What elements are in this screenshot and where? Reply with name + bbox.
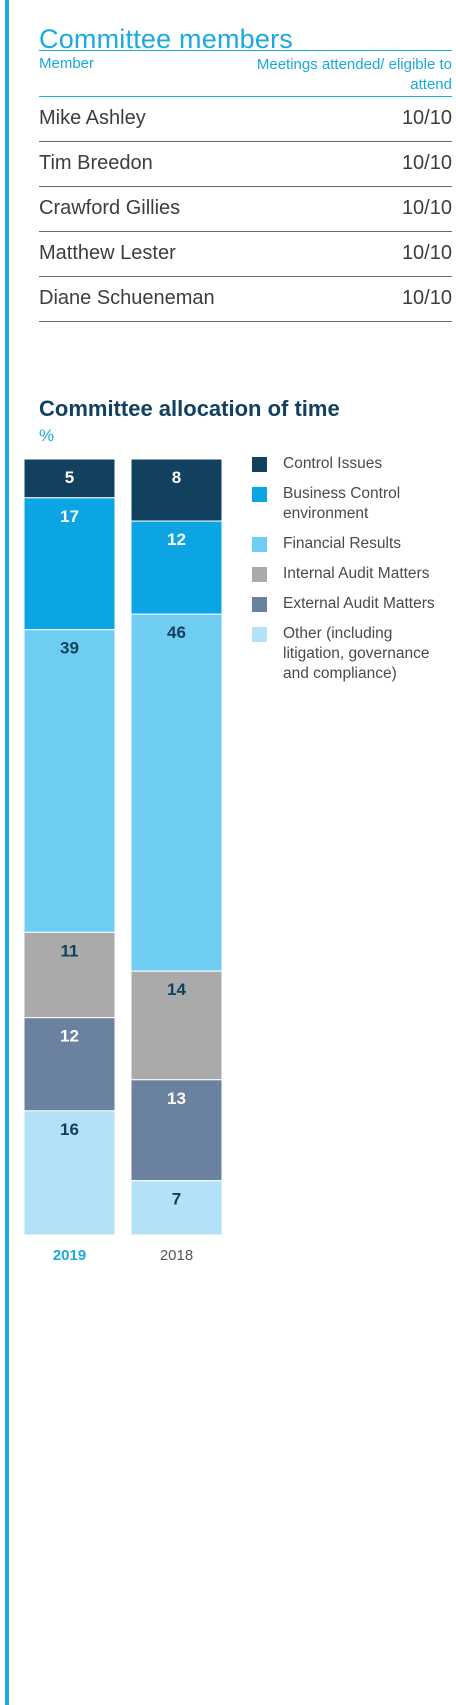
legend-item-external-audit-matters: External Audit Matters [252, 594, 452, 614]
legend-item-control-issues: Control Issues [252, 454, 452, 474]
bar-segment-2018-internal-audit-matters [130, 970, 223, 1081]
legend-item-internal-audit-matters: Internal Audit Matters [252, 564, 452, 584]
data-label-2019-control-issues: 5 [65, 468, 74, 487]
legend-swatch [252, 457, 267, 472]
data-label-2018-business-control-environment: 12 [167, 530, 186, 549]
bar-segment-2019-external-audit-matters [23, 1017, 116, 1112]
bar-segment-2018-business-control-environment [130, 520, 223, 615]
chart-unit-label: % [39, 426, 55, 445]
legend-swatch [252, 597, 267, 612]
legend-label: Business Control environment [283, 485, 401, 522]
bar-segment-2018-control-issues [130, 458, 223, 522]
table-row: Diane Schueneman 10/10 [39, 277, 452, 322]
members-table: Member Meetings attended/ eligible to at… [39, 50, 452, 322]
legend-item-financial-results: Financial Results [252, 534, 452, 554]
legend-label: Internal Audit Matters [283, 565, 430, 582]
member-name: Mike Ashley [39, 107, 146, 129]
bar-segment-2019-control-issues [23, 458, 116, 499]
member-name: Diane Schueneman [39, 287, 215, 309]
legend-label: Financial Results [283, 535, 402, 552]
meetings-value: 10/10 [401, 287, 452, 309]
table-row: Matthew Lester 10/10 [39, 232, 452, 277]
bar-segment-2018-financial-results [130, 613, 223, 972]
data-label-2019-internal-audit-matters: 11 [61, 941, 79, 960]
member-name: Crawford Gillies [39, 197, 181, 219]
data-label-2019-other-including-litigation-governance-and-compliance: 16 [60, 1120, 79, 1139]
data-label-2018-control-issues: 8 [172, 468, 181, 487]
data-label-2018-internal-audit-matters: 14 [167, 980, 186, 999]
data-label-2018-financial-results: 46 [167, 623, 186, 642]
bar-segment-2018-external-audit-matters [130, 1079, 223, 1182]
meetings-value: 10/10 [401, 197, 452, 219]
table-row: Mike Ashley 10/10 [39, 97, 452, 142]
bar-segment-2019-financial-results [23, 629, 116, 933]
member-name: Tim Breedon [39, 152, 153, 174]
table-row: Tim Breedon 10/10 [39, 142, 452, 187]
legend-swatch [252, 487, 267, 502]
left-accent-rule [5, 0, 9, 1705]
chart-legend: Control Issues Business Control environme… [252, 454, 452, 694]
bar-segment-2019-other-including-litigation-governance-and-compliance [23, 1110, 116, 1236]
legend-label: Other (including litigation, governance … [283, 625, 430, 682]
x-tick-label-2018: 2018 [160, 1247, 193, 1264]
meetings-value: 10/10 [401, 107, 452, 129]
bar-segment-2018-other-including-litigation-governance-and-compliance [130, 1180, 223, 1236]
legend-label: Control Issues [283, 455, 383, 472]
legend-swatch [252, 567, 267, 582]
member-column-header: Member [39, 55, 95, 72]
data-label-2019-financial-results: 39 [60, 639, 79, 658]
data-label-2018-other-including-litigation-governance-and-compliance: 7 [172, 1190, 181, 1209]
members-table-header: Member Meetings attended/ eligible to at… [39, 50, 452, 97]
meetings-value: 10/10 [401, 242, 452, 264]
data-label-2018-external-audit-matters: 13 [167, 1089, 186, 1108]
legend-item-other-including-litigation-governance-and-compliance: Other (including litigation, governance … [252, 624, 452, 684]
legend-item-business-control-environment: Business Control environment [252, 484, 452, 524]
table-row: Crawford Gillies 10/10 [39, 187, 452, 232]
legend-swatch [252, 537, 267, 552]
legend-swatch [252, 627, 267, 642]
bar-segment-2019-business-control-environment [23, 497, 116, 631]
committee-members-title: Committee members [39, 24, 293, 55]
meetings-column-header: Meetings attended/ eligible to attend [256, 56, 452, 93]
x-tick-label-2019: 2019 [53, 1247, 86, 1264]
data-label-2019-business-control-environment: 17 [60, 507, 79, 526]
data-label-2019-external-audit-matters: 12 [60, 1027, 79, 1046]
chart-title: Committee allocation of time [39, 396, 340, 421]
member-name: Matthew Lester [39, 242, 176, 264]
legend-label: External Audit Matters [283, 595, 435, 612]
meetings-value: 10/10 [401, 152, 452, 174]
